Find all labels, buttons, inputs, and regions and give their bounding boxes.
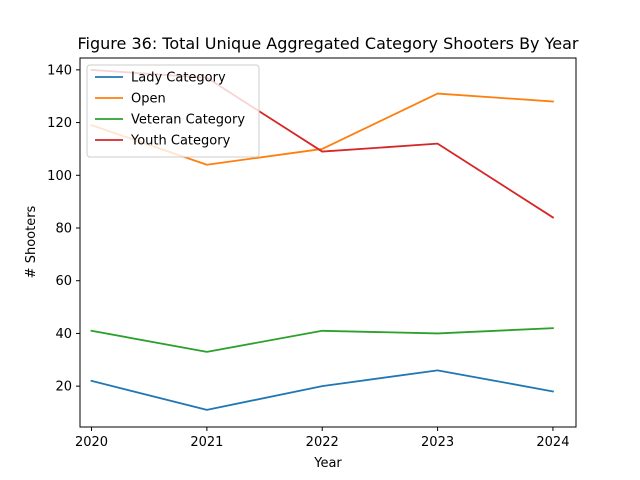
axes-layer: 2020 2021 2022 2023 2024 20 40 60 80 100 120 140 — [47, 57, 577, 450]
chart-title: Figure 36: Total Unique Aggregated Categ… — [78, 34, 579, 53]
y-tick-label-5: 120 — [47, 116, 72, 131]
legend-label-0: Lady Category — [131, 71, 226, 86]
y-tick-label-4: 100 — [47, 169, 72, 184]
y-tick-label-0: 20 — [55, 380, 72, 395]
x-tick-label-0: 2020 — [75, 435, 108, 450]
legend: Lady Category Open Veteran Category Youth C… — [86, 64, 260, 158]
legend-label-3: Youth Category — [130, 134, 231, 149]
x-tick-label-1: 2021 — [190, 435, 223, 450]
legend-label-1: Open — [131, 92, 166, 107]
legend-box — [86, 64, 260, 158]
y-axis-title: # Shooters — [24, 205, 39, 278]
y-tick-label-3: 80 — [55, 222, 72, 237]
series-line-0 — [90, 369, 554, 411]
x-tick-label-2: 2022 — [306, 435, 339, 450]
y-tick-label-6: 140 — [47, 63, 72, 78]
series-line-2 — [90, 327, 554, 353]
y-tick-label-1: 40 — [55, 327, 72, 342]
x-tick-label-4: 2024 — [536, 435, 569, 450]
plot-frame — [79, 57, 577, 428]
legend-label-2: Veteran Category — [131, 113, 245, 128]
x-tick-label-3: 2023 — [421, 435, 454, 450]
x-axis-title: Year — [313, 456, 342, 471]
y-tick-label-2: 60 — [55, 274, 72, 289]
